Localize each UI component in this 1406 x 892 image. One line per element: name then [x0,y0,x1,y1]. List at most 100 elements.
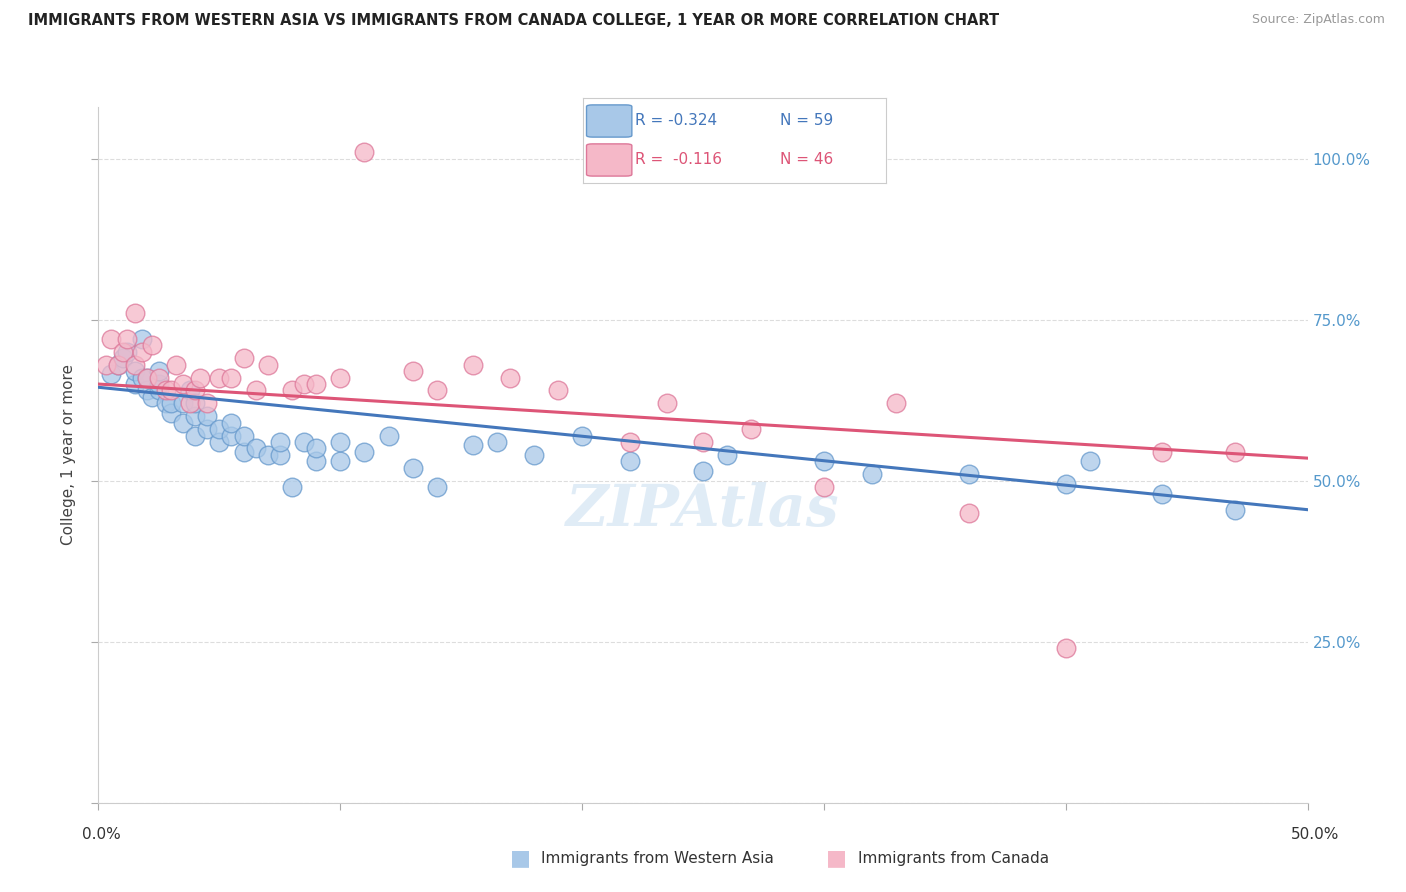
Point [107,358,129,372]
Point [256,448,278,462]
Point [813,480,835,494]
Point [245,384,267,398]
Point [716,448,738,462]
Point [94,358,117,372]
Point [111,344,134,359]
Point [208,422,231,436]
Point [179,384,201,398]
Text: ■: ■ [510,848,530,868]
Point [1078,454,1101,468]
Point [281,384,304,398]
Point [117,344,139,359]
Point [463,438,485,452]
Point [148,377,170,392]
Point [148,364,170,378]
Point [256,358,278,372]
Point [221,416,243,430]
Text: 50.0%: 50.0% [1291,827,1339,841]
Point [329,454,352,468]
Point [232,351,254,366]
Point [100,368,122,382]
Text: R =  -0.116: R = -0.116 [636,153,721,168]
Point [131,370,153,384]
Point [305,377,328,392]
Point [692,464,714,478]
Text: Source: ZipAtlas.com: Source: ZipAtlas.com [1251,13,1385,27]
Point [245,442,267,456]
Point [232,428,254,442]
Point [117,332,139,346]
Point [619,454,641,468]
Point [886,396,908,410]
Point [111,351,134,366]
Point [135,370,157,384]
Point [292,435,315,450]
Point [148,370,170,384]
Point [957,467,980,482]
Point [221,428,243,442]
Point [377,428,399,442]
Text: ZIPAtlas: ZIPAtlas [567,483,839,539]
Point [426,384,449,398]
Point [165,358,187,372]
Point [195,396,218,410]
Text: Immigrants from Western Asia: Immigrants from Western Asia [541,851,775,865]
Point [155,384,177,398]
Point [208,370,231,384]
Point [957,506,980,520]
Point [692,435,714,450]
Point [188,370,211,384]
Point [172,396,194,410]
Point [184,409,207,424]
Point [329,435,352,450]
Point [813,454,835,468]
Point [740,422,762,436]
Point [1054,641,1077,656]
Point [107,358,129,372]
Point [1054,476,1077,491]
Point [1223,502,1246,516]
Point [329,370,352,384]
Point [160,406,183,420]
Point [1223,444,1246,458]
Point [131,332,153,346]
Point [402,364,425,378]
Point [426,480,449,494]
Point [547,384,569,398]
Point [232,444,254,458]
FancyBboxPatch shape [586,144,631,176]
Point [523,448,546,462]
Point [195,422,218,436]
Point [172,377,194,392]
Point [1152,486,1174,500]
Point [179,396,201,410]
Point [160,384,183,398]
Text: ■: ■ [827,848,846,868]
Point [305,442,328,456]
Point [135,370,157,384]
Point [124,306,146,320]
Point [141,338,163,352]
Point [486,435,509,450]
Point [124,358,146,372]
Point [571,428,593,442]
Point [184,428,207,442]
Point [655,396,678,410]
Text: R = -0.324: R = -0.324 [636,113,717,128]
Point [463,358,485,372]
Point [281,480,304,494]
Point [184,384,207,398]
Point [100,332,122,346]
Point [135,384,157,398]
Point [269,448,291,462]
Text: Immigrants from Canada: Immigrants from Canada [858,851,1049,865]
Point [1152,444,1174,458]
Point [141,390,163,404]
Point [269,435,291,450]
Text: 0.0%: 0.0% [82,827,121,841]
Point [148,384,170,398]
Point [619,435,641,450]
Text: N = 46: N = 46 [780,153,834,168]
Point [184,396,207,410]
Point [860,467,883,482]
